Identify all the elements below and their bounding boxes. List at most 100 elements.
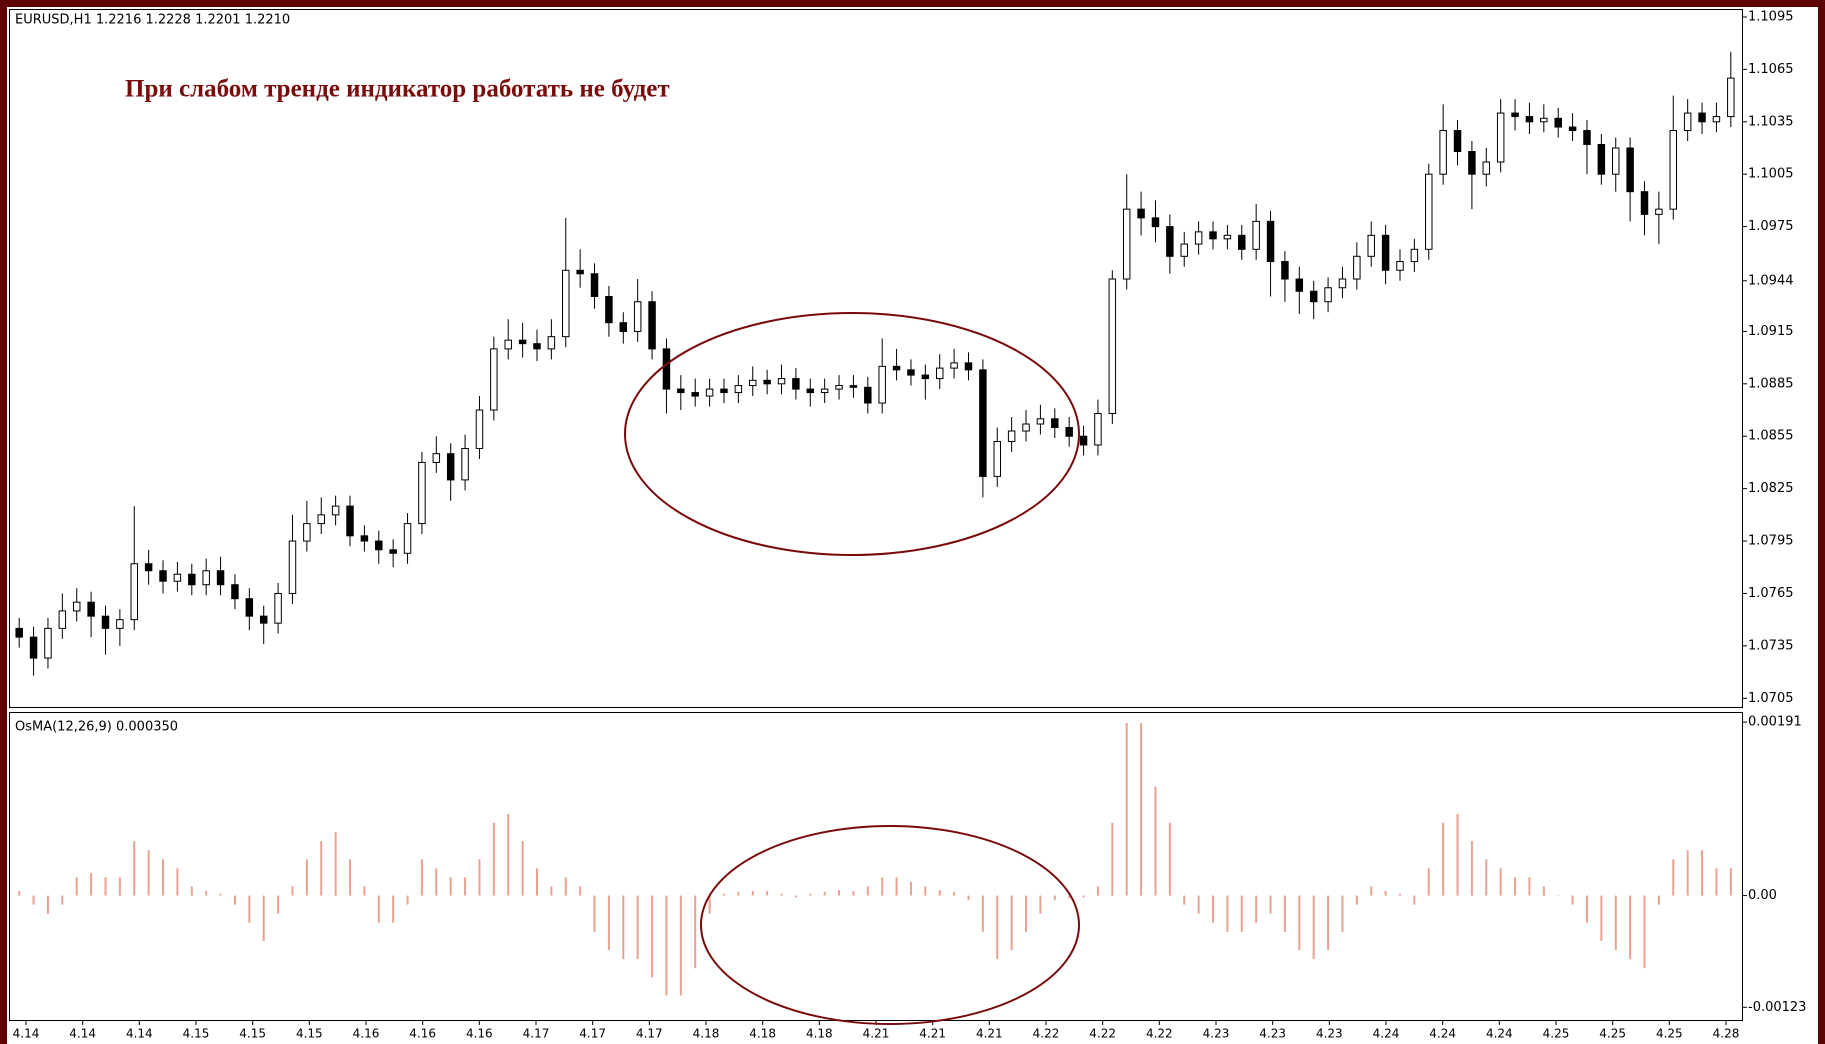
candle-body (1051, 418, 1059, 429)
candle-body (116, 619, 124, 629)
y-tick-label: 0.00 (1748, 888, 1777, 903)
x-tick-label: 4.25 (1543, 1027, 1570, 1041)
candle-body (662, 348, 671, 390)
candle-body (375, 540, 383, 551)
candle-body (935, 367, 944, 380)
x-tick-label: 4.22 (1146, 1027, 1173, 1041)
candle-body (806, 388, 815, 394)
y-tick-label: 1.0705 (1748, 691, 1794, 706)
candle-body (1022, 423, 1030, 432)
y-tick-label: 1.0855 (1748, 429, 1794, 444)
x-tick-label: 4.15 (296, 1027, 323, 1041)
candle-body (1223, 234, 1232, 240)
candle-body (518, 339, 527, 345)
highlight-ellipse (624, 312, 1080, 556)
candle-body (1597, 144, 1606, 175)
x-tick-label: 4.28 (1713, 1027, 1740, 1041)
x-tick-label: 4.14 (126, 1027, 153, 1041)
main-panel (9, 9, 1743, 708)
x-tick-label: 4.24 (1373, 1027, 1400, 1041)
candle-body (288, 540, 297, 594)
candle-body (619, 322, 628, 332)
candle-body (1122, 208, 1131, 280)
candle-body (1338, 278, 1347, 289)
x-tick-label: 4.23 (1203, 1027, 1230, 1041)
y-tick-label: 1.0795 (1748, 534, 1794, 549)
x-tick-label: 4.24 (1429, 1027, 1456, 1041)
x-tick-label: 4.16 (409, 1027, 436, 1041)
candle-body (691, 392, 699, 397)
candle-body (44, 627, 52, 659)
candle-body (878, 365, 886, 404)
candle-body (1238, 234, 1246, 250)
candle-body (705, 388, 714, 397)
x-tick-label: 4.22 (1033, 1027, 1060, 1041)
candle-body (317, 514, 325, 525)
candle-body (389, 549, 397, 554)
candle-body (101, 615, 110, 629)
candle-body (633, 301, 642, 332)
candle-body (173, 573, 182, 582)
x-tick-label: 4.17 (636, 1027, 663, 1041)
y-tick-label: 1.1035 (1748, 114, 1794, 129)
candle-body (1439, 130, 1447, 175)
y-tick-label: 1.0944 (1748, 273, 1794, 288)
candle-body (1367, 234, 1375, 257)
candle-body (993, 440, 1001, 477)
candle-body (1425, 173, 1433, 250)
candle-body (1295, 278, 1304, 292)
candle-body (1554, 117, 1562, 128)
candle-body (245, 598, 254, 617)
x-tick-label: 4.15 (183, 1027, 210, 1041)
y-tick-label: 1.0735 (1748, 638, 1794, 653)
candle-body (1568, 126, 1577, 132)
candle-body (1036, 418, 1045, 425)
candle-body (892, 365, 901, 371)
candle-body (446, 453, 455, 481)
candle-body (605, 295, 613, 324)
candle-body (849, 385, 858, 388)
candle-body (1496, 112, 1505, 163)
candle-body (648, 301, 656, 350)
candle-body (216, 570, 225, 586)
candle-body (1309, 290, 1318, 303)
y-tick-label: 1.1095 (1748, 9, 1794, 24)
candle-body (835, 385, 843, 390)
candle-body (1094, 413, 1102, 446)
candle-body (1410, 248, 1419, 263)
candle-body (1194, 231, 1203, 245)
candle-body (403, 523, 412, 554)
candle-body (1655, 208, 1663, 215)
candle-body (590, 273, 599, 297)
candle-body (29, 636, 38, 659)
candle-body (950, 362, 958, 369)
x-tick-label: 4.16 (466, 1027, 493, 1041)
x-tick-label: 4.21 (863, 1027, 890, 1041)
window (7, 7, 1818, 1044)
x-tick-label: 4.14 (13, 1027, 40, 1041)
x-tick-label: 4.21 (976, 1027, 1003, 1041)
candle-body (1266, 220, 1275, 263)
x-tick-label: 4.23 (1316, 1027, 1343, 1041)
y-tick-label: 1.1065 (1748, 62, 1794, 77)
candle-body (1626, 147, 1634, 193)
candle-body (87, 601, 95, 617)
x-tick-label: 4.18 (806, 1027, 833, 1041)
x-tick-label: 4.21 (919, 1027, 946, 1041)
candle-body (533, 343, 541, 350)
candle-body (72, 601, 81, 612)
candle-body (1108, 278, 1117, 415)
candle-body (130, 563, 138, 621)
candle-body (1453, 130, 1462, 152)
x-tick-label: 4.15 (239, 1027, 266, 1041)
candle-body (921, 374, 930, 380)
x-tick-label: 4.17 (579, 1027, 606, 1041)
candle-body (490, 348, 498, 411)
candle-body (1540, 117, 1548, 123)
y-tick-label: 1.0915 (1748, 324, 1794, 339)
candle-body (1727, 77, 1735, 118)
candle-body (562, 269, 570, 338)
candle-body (1381, 234, 1390, 271)
